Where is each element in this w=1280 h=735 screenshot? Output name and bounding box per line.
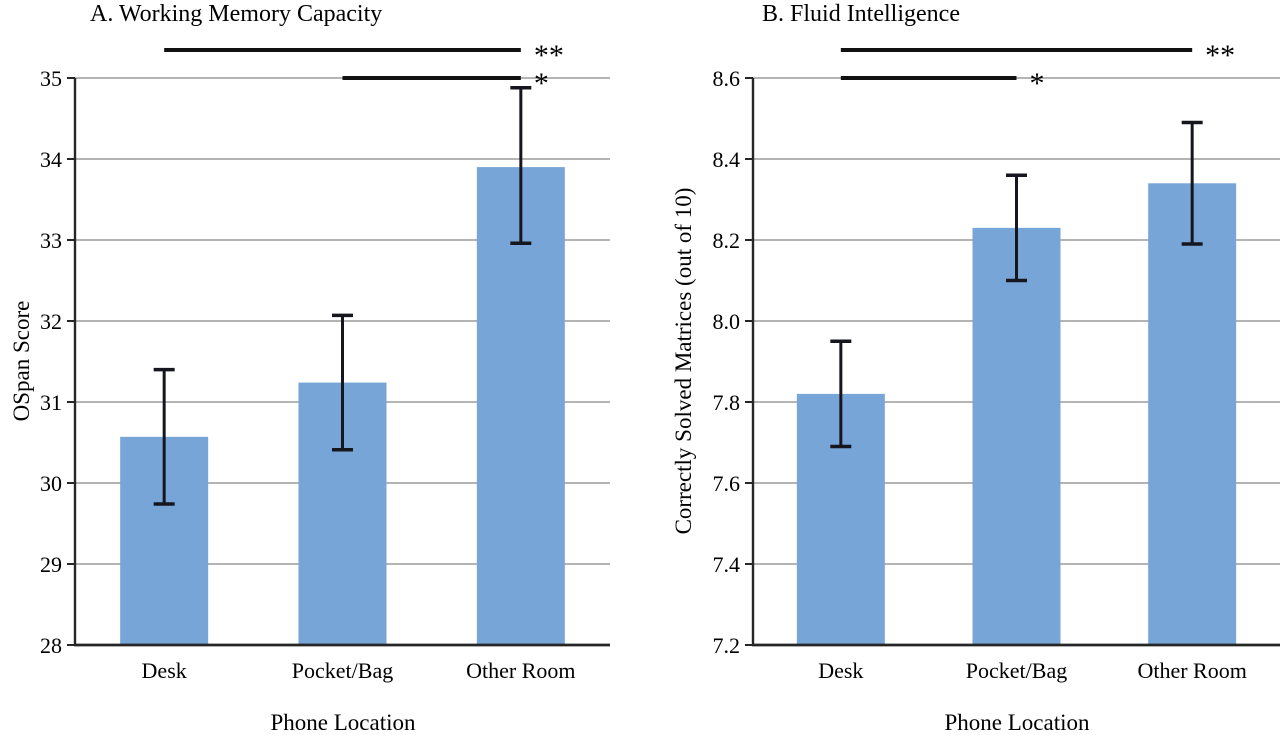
x-category-label: Desk bbox=[142, 658, 187, 683]
y-tick-label: 28 bbox=[40, 633, 62, 658]
significance-label: ** bbox=[534, 39, 564, 72]
y-tick-label: 7.6 bbox=[713, 471, 741, 496]
y-tick-label: 8.4 bbox=[713, 147, 741, 172]
y-tick-label: 33 bbox=[40, 228, 62, 253]
y-tick-label: 30 bbox=[40, 471, 62, 496]
x-category-label: Pocket/Bag bbox=[966, 658, 1067, 683]
y-tick-label: 29 bbox=[40, 552, 62, 577]
x-category-label: Other Room bbox=[466, 658, 575, 683]
y-tick-label: 7.8 bbox=[713, 390, 741, 415]
y-tick-label: 32 bbox=[40, 309, 62, 334]
panel-a-x-axis-title: Phone Location bbox=[270, 710, 416, 735]
panel-a-chart-canvas: 28 29 30 31 32 33 34 35 Desk Pocket/Bag Other Room… bbox=[40, 39, 610, 683]
y-tick-label: 35 bbox=[40, 66, 62, 91]
y-tick-label: 7.4 bbox=[713, 552, 741, 577]
significance-label: * bbox=[1030, 67, 1045, 100]
significance-label: * bbox=[534, 67, 549, 100]
y-tick-label: 8.2 bbox=[713, 228, 741, 253]
y-tick-label: 34 bbox=[40, 147, 62, 172]
panel-b-x-axis-title: Phone Location bbox=[944, 710, 1090, 735]
y-tick-label: 7.2 bbox=[713, 633, 741, 658]
x-category-label: Other Room bbox=[1137, 658, 1246, 683]
panel-b-chart-canvas: 7.2 7.4 7.6 7.8 8.0 8.2 8.4 8.6 Desk Pocket/Bag Ot… bbox=[713, 39, 1280, 683]
significance-label: ** bbox=[1205, 39, 1235, 72]
x-category-label: Desk bbox=[818, 658, 863, 683]
x-category-label: Pocket/Bag bbox=[292, 658, 393, 683]
panel-b-title: B. Fluid Intelligence bbox=[762, 1, 960, 27]
y-tick-label: 8.6 bbox=[713, 66, 741, 91]
bar-pocket-bag bbox=[972, 227, 1061, 645]
bar-other-room bbox=[1148, 183, 1237, 646]
y-tick-label: 8.0 bbox=[713, 309, 741, 334]
bar-other-room bbox=[476, 167, 565, 645]
panel-a-title: A. Working Memory Capacity bbox=[90, 1, 383, 27]
y-tick-label: 31 bbox=[40, 390, 62, 415]
